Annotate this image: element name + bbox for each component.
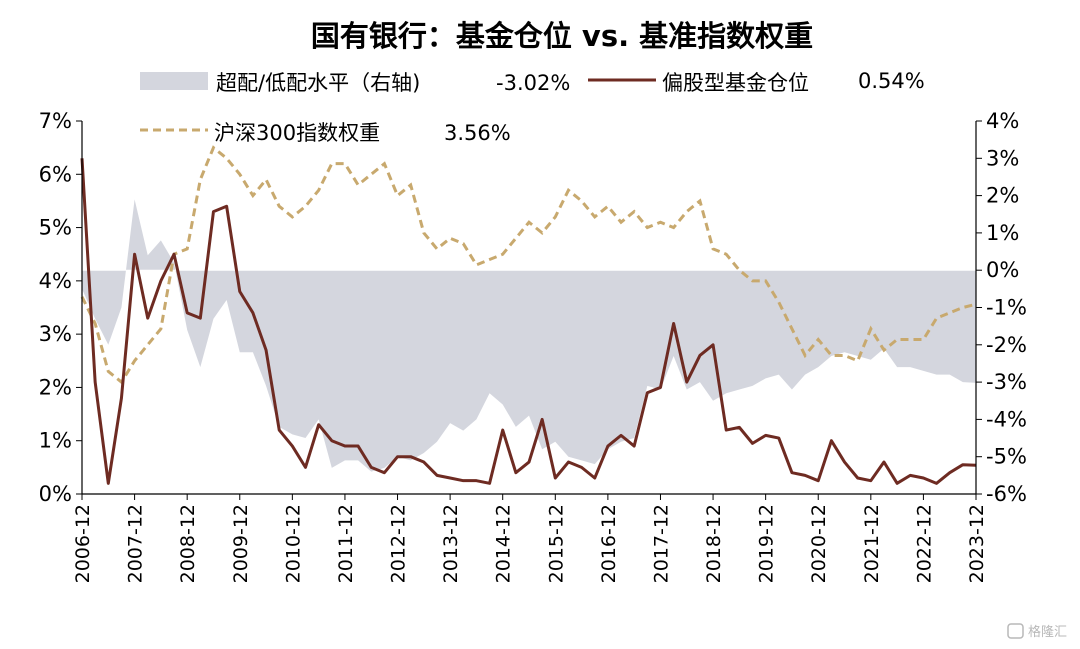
right-tick-label: -6% (986, 482, 1027, 506)
x-tick-label: 2006-12 (72, 504, 94, 583)
axes-group: 0% 1% 2% 3% 4% 5% 6% 7% -6% -5% -4% -3% -2% -1% 0% 1% 2%… (39, 109, 1027, 583)
x-tick-label: 2021-12 (861, 504, 883, 583)
fund-position-line (80, 158, 977, 485)
legend-value-area: -3.02% (496, 71, 570, 95)
x-tick-label: 2007-12 (125, 504, 147, 583)
legend-label-area: 超配/低配水平（右轴) (216, 71, 420, 95)
chart-title: 国有银行：基金仓位 vs. 基准指数权重 (311, 19, 813, 53)
overweight-area (82, 199, 976, 472)
x-tick-label: 2011-12 (335, 504, 357, 583)
watermark-logo (1007, 623, 1024, 639)
x-tick-label: 2008-12 (177, 504, 199, 583)
left-tick-label: 3% (39, 322, 72, 346)
right-tick-label: -3% (986, 370, 1027, 394)
x-tick-label: 2016-12 (598, 504, 620, 583)
x-tick-label: 2017-12 (650, 504, 672, 583)
x-tick-label: 2012-12 (388, 504, 410, 583)
right-tick-label: -2% (986, 333, 1027, 357)
x-tick-label: 2015-12 (545, 504, 567, 583)
watermark-text: 格隆汇 (1028, 624, 1067, 640)
x-tick-label: 2014-12 (493, 504, 515, 583)
left-tick-label: 6% (39, 162, 72, 186)
legend-label-index: 沪深300指数权重 (214, 121, 380, 145)
x-tick-label: 2009-12 (230, 504, 252, 583)
left-tick-label: 7% (39, 109, 72, 133)
x-tick-label: 2010-12 (282, 504, 304, 583)
x-tick-label: 2022-12 (913, 504, 935, 583)
right-tick-label: 4% (986, 109, 1019, 133)
legend-value-fund: 0.54% (858, 69, 925, 93)
right-tick-label: -1% (986, 296, 1027, 320)
right-tick-label: 1% (986, 221, 1019, 245)
x-tick-label: 2020-12 (808, 504, 830, 583)
x-tick-label: 2019-12 (756, 504, 778, 583)
x-tick-label: 2013-12 (440, 504, 462, 583)
overweight-area-path (82, 199, 976, 472)
legend-label-fund: 偏股型基金仓位 (662, 71, 809, 95)
left-tick-label: 1% (39, 429, 72, 453)
right-tick-label: -4% (986, 407, 1027, 431)
right-tick-label: 3% (986, 146, 1019, 170)
left-tick-label: 0% (39, 482, 72, 506)
legend: 超配/低配水平（右轴) -3.02% 偏股型基金仓位 0.54% 沪深300指数… (140, 69, 925, 145)
legend-value-index: 3.56% (444, 121, 511, 145)
x-tick-label: 2023-12 (966, 504, 988, 583)
legend-swatch-area (140, 72, 208, 90)
right-tick-label: 0% (986, 258, 1019, 282)
x-tick-label: 2018-12 (703, 504, 725, 583)
lines-group (80, 145, 977, 485)
left-tick-label: 5% (39, 216, 72, 240)
index-weight-line (80, 145, 977, 385)
right-tick-label: 2% (986, 184, 1019, 208)
left-tick-label: 4% (39, 269, 72, 293)
left-tick-label: 2% (39, 375, 72, 399)
right-tick-label: -5% (986, 445, 1027, 469)
